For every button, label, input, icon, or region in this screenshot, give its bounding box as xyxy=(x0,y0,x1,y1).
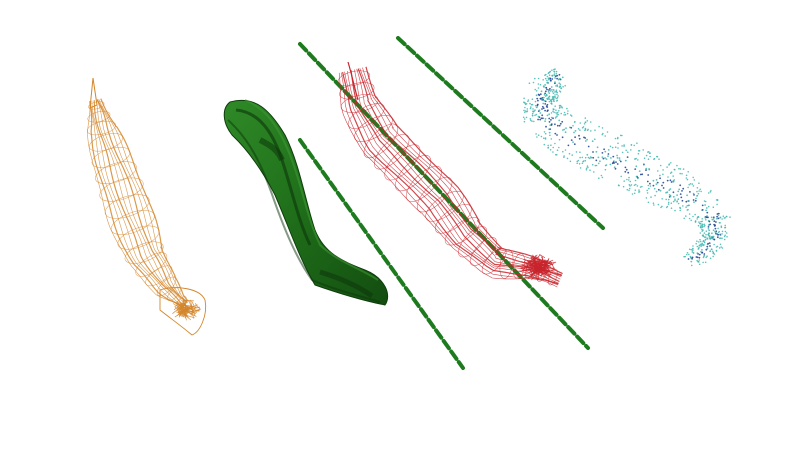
orange-wireframe-tube xyxy=(86,77,207,336)
green-dashed-axis-left xyxy=(298,138,465,370)
green-solid-ribbon xyxy=(223,99,389,306)
green-dashed-axis-right xyxy=(396,36,605,230)
teal-point-cloud xyxy=(522,68,731,267)
green-dashed-axis-middle xyxy=(298,42,590,350)
red-wireframe-tube xyxy=(337,61,563,288)
